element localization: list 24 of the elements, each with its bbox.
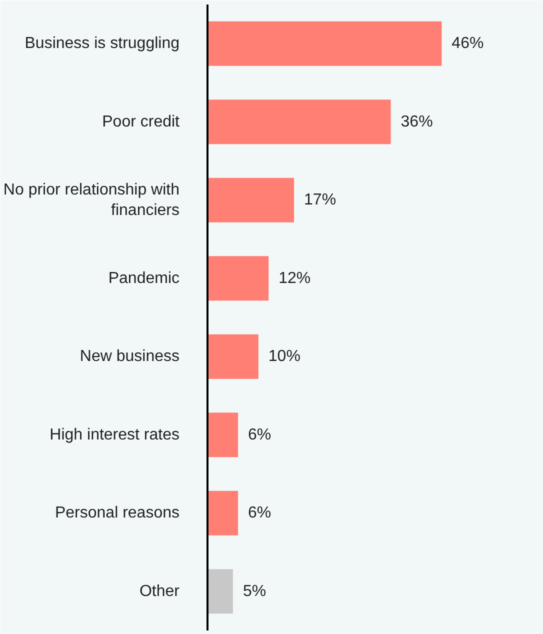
data-label: 6% [248, 426, 272, 444]
bar [208, 21, 442, 66]
y-tick-label: No prior relationship with financiers [3, 181, 180, 219]
data-label: 46% [452, 35, 484, 52]
data-label: 12% [278, 270, 311, 287]
bar [208, 412, 238, 458]
bar [208, 256, 269, 301]
bar [208, 334, 258, 379]
y-tick-label: Other [139, 582, 180, 600]
bar [208, 490, 238, 536]
data-label: 6% [248, 504, 272, 522]
y-tick-label: Poor credit [102, 113, 180, 130]
data-label: 5% [242, 582, 266, 600]
y-tick-label: Business is struggling [24, 35, 180, 52]
y-tick-label: High interest rates [50, 426, 180, 444]
bar [208, 569, 233, 614]
bar [208, 100, 391, 144]
data-label: 10% [268, 348, 300, 366]
y-tick-label: Pandemic [108, 270, 180, 287]
data-label: 36% [400, 113, 433, 130]
bar [208, 178, 294, 222]
y-tick-label: Personal reasons [54, 504, 180, 522]
data-label: 17% [304, 192, 336, 209]
y-tick-label: New business [80, 348, 180, 366]
